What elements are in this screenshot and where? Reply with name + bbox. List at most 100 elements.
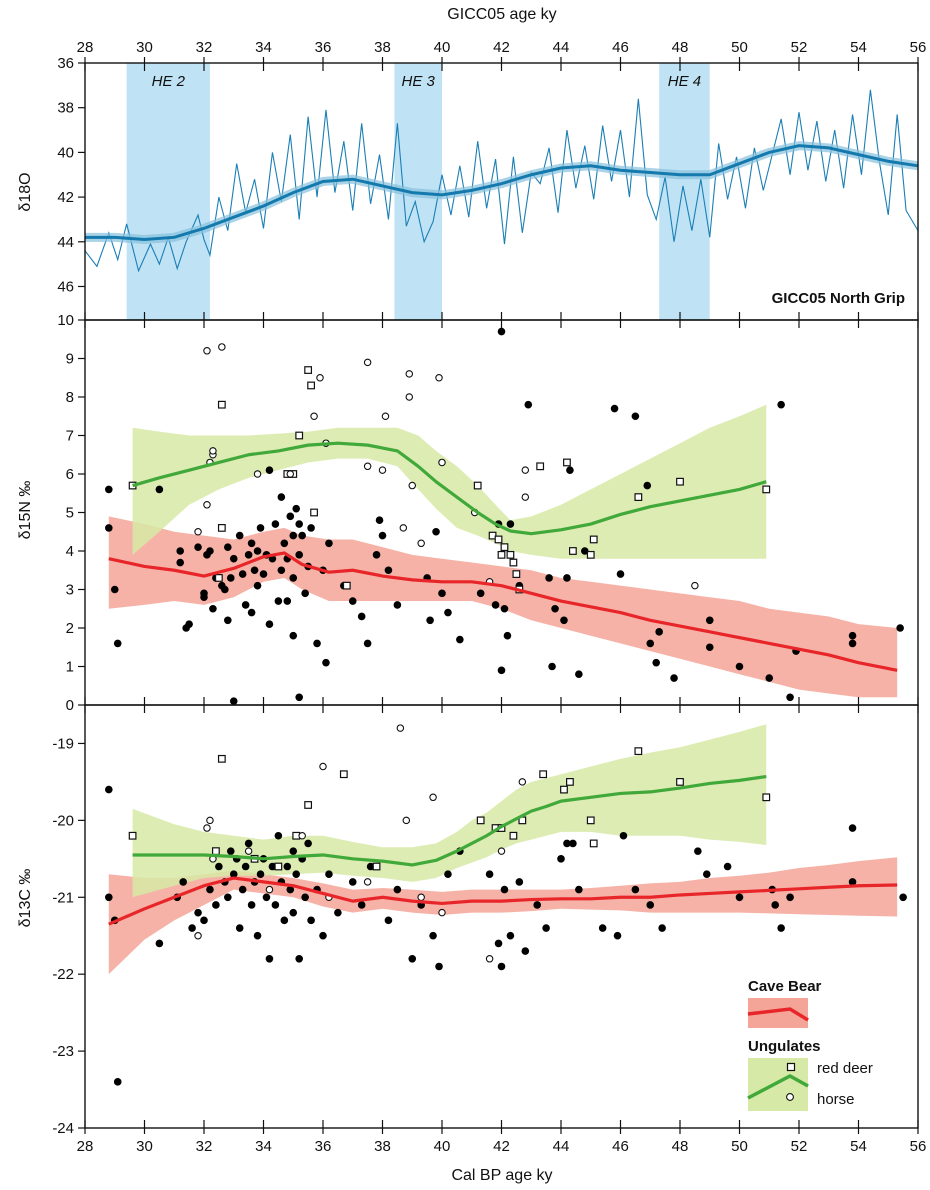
cave-bear-point bbox=[735, 662, 744, 671]
cave-bear-point bbox=[325, 539, 333, 548]
d18o-smoothed-line bbox=[85, 144, 919, 242]
top-x-tick-label: 36 bbox=[315, 39, 332, 56]
y-tick-label: -21 bbox=[52, 889, 74, 906]
cave-bear-point bbox=[283, 597, 292, 605]
cave-bear-point bbox=[244, 551, 253, 559]
cave-bear-point bbox=[372, 551, 381, 559]
bottom-axis-title: Cal BP age ky bbox=[451, 1167, 552, 1184]
cave-bear-point bbox=[631, 885, 640, 894]
cave-bear-point bbox=[670, 674, 678, 682]
cave-bear-point bbox=[896, 624, 904, 632]
cave-bear-point bbox=[250, 566, 259, 575]
horse-point bbox=[429, 793, 437, 802]
cave-bear-point bbox=[322, 658, 330, 667]
cave-bear-point bbox=[292, 504, 301, 513]
top-x-tick-label: 50 bbox=[731, 39, 748, 56]
cave-bear-point bbox=[206, 885, 214, 894]
cave-bear-point bbox=[256, 870, 265, 878]
legend-ungulates-title: Ungulates bbox=[748, 1038, 821, 1055]
cave-bear-point bbox=[244, 839, 253, 848]
cave-bear-point bbox=[705, 643, 714, 652]
red-deer-point bbox=[509, 831, 518, 840]
legend-red-deer-label: red deer bbox=[817, 1060, 873, 1077]
cave-bear-point bbox=[500, 604, 509, 613]
cave-bear-point bbox=[705, 616, 714, 625]
bottom-x-tick-label: 46 bbox=[612, 1138, 629, 1155]
cave-bear-point bbox=[497, 327, 506, 336]
horse-point bbox=[363, 878, 372, 886]
ungulate-confidence-band bbox=[132, 404, 767, 559]
horse-point bbox=[378, 466, 387, 474]
cave-bear-point bbox=[247, 901, 256, 909]
top-x-tick-label: 38 bbox=[374, 39, 391, 56]
top-x-tick-label: 30 bbox=[136, 39, 153, 56]
cave-bear-point bbox=[113, 1078, 122, 1086]
cave-bear-point bbox=[334, 908, 342, 917]
top-x-tick-label: 48 bbox=[672, 39, 689, 56]
cave-bear-point bbox=[206, 547, 214, 555]
cave-bear-point bbox=[247, 608, 256, 617]
y-tick-label: 2 bbox=[66, 620, 74, 637]
top-x-tick-label: 52 bbox=[791, 39, 808, 56]
top-x-tick-label: 32 bbox=[196, 39, 213, 56]
red-deer-point bbox=[494, 535, 503, 544]
cave-bear-point bbox=[256, 524, 265, 532]
cave-bear-point bbox=[429, 931, 437, 940]
gicc05-north-grip-label: GICC05 North Grip bbox=[772, 290, 905, 307]
cave-bear-point bbox=[226, 574, 235, 582]
cave-bear-point bbox=[848, 824, 857, 832]
top-x-tick-label: 56 bbox=[910, 39, 927, 56]
cave-bear-point bbox=[265, 955, 274, 963]
red-deer-point bbox=[676, 778, 684, 786]
red-deer-point bbox=[566, 778, 574, 786]
horse-point bbox=[518, 778, 527, 786]
cave-bear-point bbox=[301, 589, 309, 598]
cave-bear-point bbox=[274, 831, 283, 840]
red-deer-point bbox=[634, 747, 643, 756]
cave-bear-point bbox=[113, 639, 122, 648]
cave-bear-point bbox=[271, 901, 280, 909]
red-deer-point bbox=[563, 458, 571, 467]
cave-bear-point bbox=[185, 620, 193, 628]
d13c-axis-title: δ13C ‰ bbox=[17, 869, 34, 928]
horse-point bbox=[399, 524, 408, 532]
cave-bear-point bbox=[619, 831, 628, 840]
cave-bear-point bbox=[497, 962, 506, 971]
y-tick-label: 38 bbox=[57, 100, 74, 117]
red-deer-point bbox=[512, 570, 521, 578]
y-tick-label: -23 bbox=[52, 1043, 74, 1060]
cave-bear-point bbox=[494, 939, 503, 948]
cave-bear-point bbox=[105, 485, 113, 494]
horse-point bbox=[286, 470, 295, 478]
legend-cave-bear-line bbox=[747, 1007, 809, 1022]
cave-bear-point bbox=[176, 558, 184, 567]
y-tick-label: 8 bbox=[66, 389, 74, 406]
cave-bear-point bbox=[631, 412, 640, 421]
y-tick-label: -22 bbox=[52, 966, 74, 983]
red-deer-point bbox=[274, 862, 283, 871]
cave-bear-point bbox=[444, 870, 452, 878]
cave-bear-point bbox=[723, 862, 732, 871]
red-deer-point bbox=[342, 581, 351, 590]
cave-bear-point bbox=[524, 400, 533, 409]
cave-bear-point bbox=[506, 520, 515, 528]
bottom-x-tick-label: 54 bbox=[850, 1138, 867, 1155]
horse-point bbox=[417, 539, 425, 548]
bottom-x-tick-label: 56 bbox=[910, 1138, 927, 1155]
cave-bear-point bbox=[438, 589, 446, 598]
cave-bear-point bbox=[241, 862, 250, 871]
cave-bear-point bbox=[551, 604, 559, 613]
cave-bear-point bbox=[491, 601, 500, 609]
red-deer-point bbox=[304, 801, 313, 809]
cave-bear-point bbox=[771, 901, 779, 909]
cave-bear-trend-line bbox=[108, 876, 898, 926]
red-deer-point bbox=[589, 839, 598, 848]
horse-point bbox=[363, 358, 372, 367]
legend: Cave Bear Ungulates red deer horse bbox=[747, 978, 873, 1111]
cave-bear-point bbox=[289, 847, 298, 855]
horse-point bbox=[408, 481, 416, 490]
red-deer-point bbox=[212, 847, 220, 856]
red-deer-point bbox=[307, 381, 315, 390]
horse-point bbox=[405, 393, 414, 401]
